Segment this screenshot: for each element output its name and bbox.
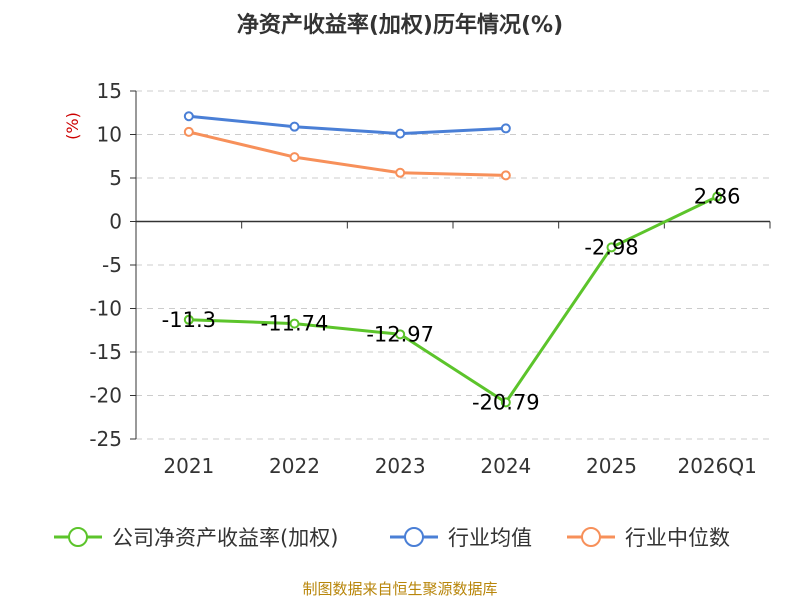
legend-marker: [581, 527, 601, 547]
y-axis-ticks: 15 10 5 0 -5 -10 -15 -20 -25: [89, 79, 137, 451]
x-tick-label: 2024: [480, 454, 531, 478]
data-label: -20.79: [472, 390, 540, 414]
x-axis: 2021 2022 2023 2024 2025 2026Q1: [135, 220, 771, 478]
legend: 公司净资产收益率(加权) 行业均值 行业中位数: [54, 526, 730, 550]
data-point: [395, 329, 406, 340]
grid-lines: [136, 90, 770, 440]
series-line: [188, 114, 506, 136]
data-point: [183, 314, 194, 325]
data-point: [500, 170, 511, 181]
legend-label: 行业中位数: [625, 526, 730, 550]
y-tick-label: 15: [97, 79, 122, 103]
y-tick-label: -10: [89, 297, 122, 321]
y-tick-label: -5: [102, 253, 122, 277]
data-point: [183, 126, 194, 137]
data-series: [183, 111, 723, 408]
data-point: [606, 242, 617, 253]
data-point: [500, 397, 511, 408]
series-line: [188, 130, 506, 177]
y-tick-label: -25: [89, 427, 122, 451]
data-point: [395, 167, 406, 178]
x-tick-label: 2022: [269, 454, 320, 478]
data-label: -12.97: [366, 322, 434, 346]
data-point: [289, 152, 300, 163]
x-tick-label: 2021: [163, 454, 214, 478]
y-tick-label: 10: [97, 123, 122, 147]
data-point: [289, 318, 300, 329]
data-label: -11.74: [261, 312, 329, 336]
legend-label: 行业均值: [448, 526, 532, 550]
y-tick-label: 0: [109, 210, 122, 234]
source-note: 制图数据来自恒生聚源数据库: [302, 580, 497, 598]
y-axis-unit: (%): [63, 112, 82, 140]
legend-marker: [404, 527, 424, 547]
data-label: -11.3: [162, 308, 216, 332]
data-point: [500, 123, 511, 134]
y-tick-label: -15: [89, 340, 122, 364]
data-point: [712, 191, 723, 202]
data-label: 2.86: [694, 185, 741, 209]
chart-title: 净资产收益率(加权)历年情况(%): [237, 12, 563, 38]
y-tick-label: 5: [109, 166, 122, 190]
data-point: [183, 111, 194, 122]
x-tick-label: 2023: [375, 454, 426, 478]
data-labels: -11.3 -11.74 -12.97 -20.79 -2.98 2.86: [162, 185, 741, 415]
x-tick-label: 2025: [586, 454, 637, 478]
legend-label: 公司净资产收益率(加权): [112, 526, 338, 550]
x-tick-label: 2026Q1: [677, 454, 756, 478]
series-line: [188, 195, 718, 404]
data-label: -2.98: [584, 235, 638, 259]
data-point: [395, 128, 406, 139]
y-tick-label: -20: [89, 384, 122, 408]
legend-marker: [68, 527, 88, 547]
data-point: [289, 121, 300, 132]
